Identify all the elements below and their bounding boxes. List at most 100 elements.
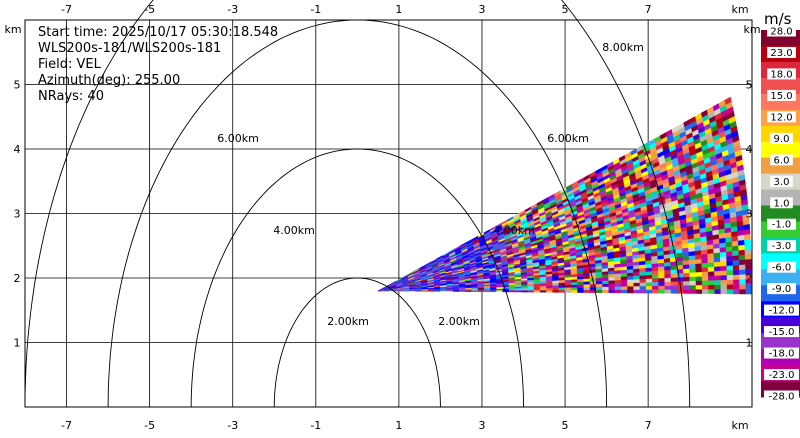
velocity-cell — [577, 286, 584, 291]
velocity-cell — [726, 284, 734, 290]
velocity-cell — [701, 258, 709, 264]
velocity-cell — [720, 274, 728, 281]
colorbar-swatch — [761, 333, 800, 350]
info-panel: Start time: 2025/10/17 05:30:18.548 WLS2… — [38, 25, 278, 105]
x-tick-label-top: -1 — [310, 3, 321, 16]
velocity-cell — [732, 264, 740, 271]
velocity-cell — [695, 276, 703, 281]
y-tick-label-left: 5 — [14, 79, 21, 92]
velocity-cell — [689, 284, 697, 290]
x-axis-unit-label: km — [731, 3, 748, 16]
velocity-cell — [633, 275, 640, 280]
ring-label: 6.00km — [217, 132, 259, 145]
velocity-cell — [583, 284, 591, 288]
velocity-cell — [583, 289, 591, 293]
velocity-cell — [707, 271, 715, 277]
velocity-cell — [652, 285, 659, 290]
velocity-cell — [726, 250, 733, 257]
velocity-cell — [539, 287, 547, 291]
colorbar-label-bg — [767, 46, 796, 58]
velocity-cell — [627, 282, 634, 287]
colorbar-label-bg — [767, 240, 796, 252]
velocity-cell — [733, 274, 740, 280]
velocity-cell — [496, 290, 503, 293]
velocity-cell — [689, 280, 697, 286]
velocity-cell — [627, 279, 634, 284]
x-tick-label-bottom: -1 — [310, 419, 321, 432]
velocity-cell — [564, 279, 572, 283]
velocity-cell — [720, 284, 728, 290]
velocity-cell — [633, 271, 640, 277]
velocity-cell — [608, 276, 615, 281]
velocity-cell — [639, 267, 646, 273]
velocity-cell — [596, 286, 603, 290]
colorbar-label-bg — [770, 175, 793, 187]
velocity-cell — [589, 286, 597, 291]
velocity-cell — [664, 265, 671, 271]
velocity-cell — [664, 289, 672, 294]
velocity-cell — [508, 290, 516, 293]
velocity-cell — [739, 264, 746, 270]
range-ring — [24, 0, 691, 408]
velocity-cell — [558, 284, 566, 288]
colorbar-label-bg — [767, 283, 796, 295]
velocity-cell — [701, 271, 709, 277]
colorbar-tick-label: 12.0 — [770, 112, 792, 123]
velocity-cell — [564, 287, 572, 291]
ring-label: 6.00km — [547, 132, 589, 145]
velocity-cell — [676, 276, 684, 282]
velocity-cell — [695, 289, 703, 294]
velocity-cell — [726, 265, 734, 271]
colorbar-tick-label: 28.0 — [770, 27, 792, 38]
velocity-cell — [664, 281, 672, 286]
velocity-cell — [733, 279, 740, 285]
velocity-cell — [714, 275, 721, 281]
x-tick-label-bottom: -3 — [227, 419, 238, 432]
y-axis-unit-label: km — [743, 23, 760, 36]
velocity-cell — [645, 274, 653, 279]
velocity-cell — [720, 260, 727, 267]
velocity-cell — [670, 289, 678, 294]
colorbar-label-bg — [767, 68, 796, 80]
velocity-cell — [708, 284, 715, 290]
velocity-cell — [620, 276, 628, 281]
velocity-cell — [627, 275, 634, 280]
x-tick-label-top: 3 — [478, 3, 485, 16]
velocity-cell — [689, 267, 696, 273]
velocity-cell — [589, 275, 597, 279]
velocity-cell — [695, 284, 703, 290]
velocity-cell — [720, 265, 727, 271]
colorbar-tick-label: -1.0 — [772, 220, 792, 231]
velocity-cell — [595, 280, 603, 285]
velocity-cell — [645, 267, 653, 272]
velocity-cell — [614, 289, 622, 294]
colorbar: 28.0 23.0 18.0 15.0 12.0 9.0 6.0 3.0 1.0 -1.0 -3.0… — [761, 25, 800, 403]
velocity-cell — [744, 253, 752, 260]
velocity-cell — [683, 276, 690, 282]
velocity-cell — [713, 252, 721, 258]
velocity-cell — [688, 259, 696, 265]
y-tick-label-left: 4 — [14, 143, 21, 156]
velocity-cell — [583, 286, 591, 291]
velocity-cell — [724, 96, 732, 106]
velocity-cell — [483, 290, 491, 293]
velocity-cell — [546, 287, 553, 291]
colorbar-label-bg — [770, 154, 793, 166]
y-tick-label-left: 1 — [14, 337, 21, 350]
velocity-cell — [733, 289, 740, 295]
velocity-cell — [683, 280, 690, 286]
y-tick-label-right: 2 — [746, 272, 753, 285]
velocity-cell — [707, 252, 715, 259]
velocity-cell — [602, 280, 609, 284]
velocity-cell — [707, 257, 715, 263]
colorbar-tick-label: -15.0 — [769, 327, 795, 338]
velocity-cell — [701, 253, 708, 260]
velocity-cell — [726, 279, 734, 285]
velocity-cell — [714, 284, 721, 290]
velocity-cell — [701, 262, 709, 268]
velocity-cell — [683, 272, 690, 278]
velocity-cell — [732, 250, 739, 256]
velocity-cell — [689, 263, 696, 269]
velocity-cell — [658, 289, 665, 294]
velocity-cell — [490, 290, 497, 293]
